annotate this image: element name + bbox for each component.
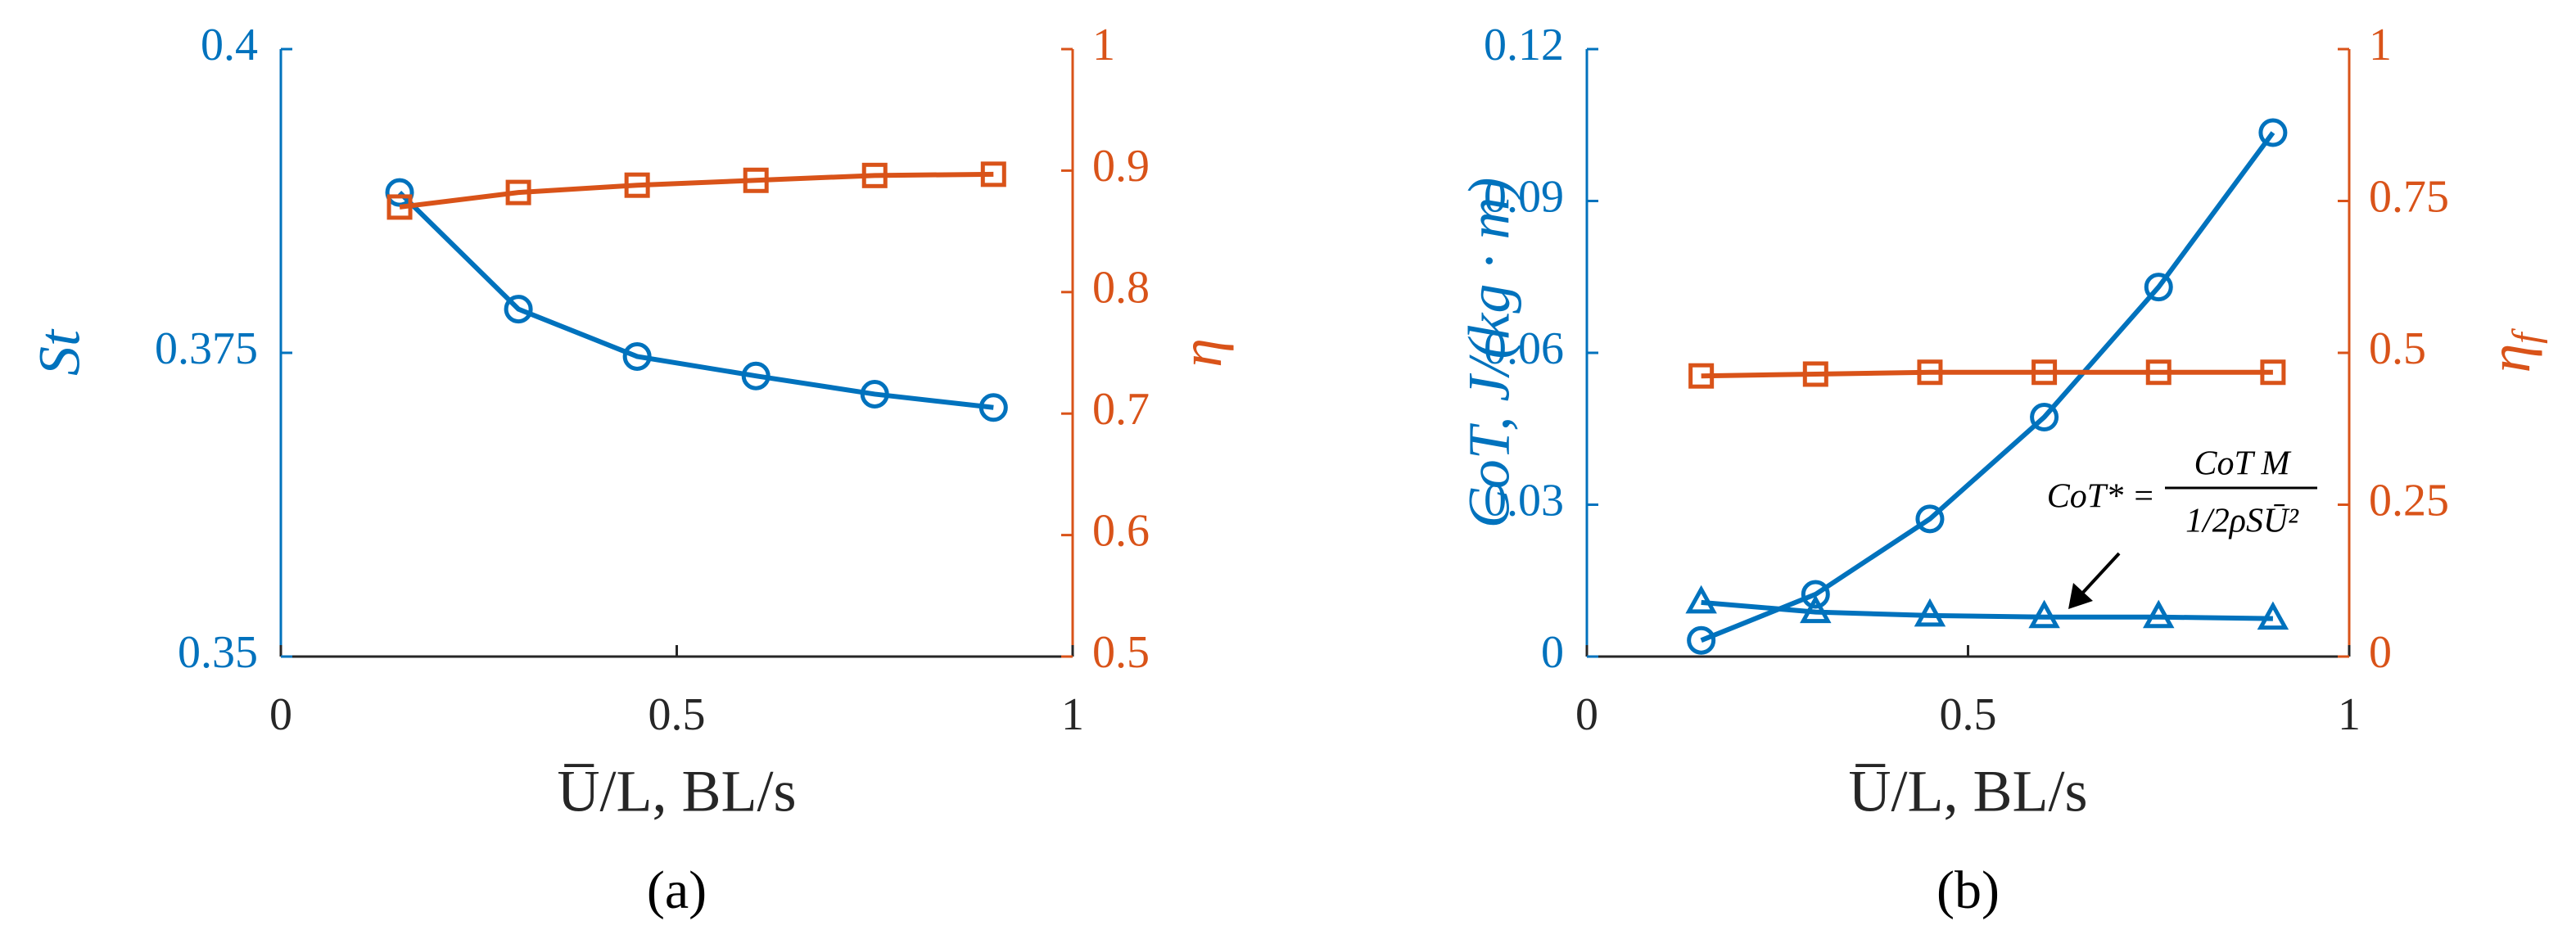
annotation-lhs: CoT* =	[2047, 478, 2155, 516]
marker-circle	[741, 361, 771, 390]
y2-axis-label-main: η	[2477, 344, 2542, 373]
marker-circle	[622, 341, 652, 371]
marker-circle	[2258, 118, 2288, 147]
marker-circle	[1687, 625, 1716, 655]
marker-triangle	[2028, 599, 2060, 629]
y2-axis-label: η	[1168, 338, 1234, 368]
marker-triangle	[2143, 599, 2175, 629]
marker-square	[386, 194, 413, 220]
annotation-arrow	[2078, 552, 2121, 598]
marker-square	[861, 162, 888, 188]
marker-circle	[860, 379, 889, 409]
marker-square	[505, 179, 531, 205]
marker-triangle	[1914, 598, 1946, 627]
y2-tick-label: 0.7	[1092, 384, 1150, 435]
y2-tick-label: 0.25	[2369, 475, 2449, 526]
caption: (a)	[647, 860, 707, 920]
marker-circle	[2030, 403, 2059, 432]
annotation-numerator: CoT M	[2194, 445, 2291, 483]
x-tick-label: 1	[1061, 689, 1084, 740]
x-tick-label: 0	[1575, 689, 1598, 740]
caption: (b)	[1937, 860, 2000, 920]
marker-square	[2145, 359, 2172, 386]
marker-triangle	[1800, 594, 1832, 624]
marker-square	[2031, 359, 2058, 386]
marker-square	[980, 161, 1006, 187]
y2-tick-label: 0.9	[1092, 141, 1150, 192]
y2-tick-label: 0.5	[2369, 323, 2426, 374]
marker-triangle	[1685, 585, 1717, 614]
x-axis-label: U̅/L, BL/s	[557, 759, 796, 824]
marker-square	[743, 167, 769, 193]
marker-circle	[1801, 580, 1830, 609]
y-tick-label: 0.03	[1484, 475, 1564, 526]
annotation-arrowhead	[2068, 583, 2093, 609]
y-tick-label: 0.12	[1484, 20, 1564, 70]
marker-square	[1688, 363, 1715, 389]
marker-circle	[504, 295, 533, 324]
y2-tick-label: 0.6	[1092, 505, 1150, 556]
marker-square	[624, 172, 650, 198]
y2-tick-label: 0	[2369, 627, 2392, 678]
y2-tick-label: 0.75	[2369, 171, 2449, 222]
x-tick-label: 0.5	[649, 689, 706, 740]
x-tick-label: 0	[269, 689, 292, 740]
y2-axis-label-main: η	[1168, 338, 1234, 368]
series-line	[399, 171, 994, 210]
y-tick-label: 0.06	[1484, 323, 1564, 374]
marker-square	[1917, 359, 1943, 386]
y-tick-label: 0.375	[155, 323, 258, 374]
y2-tick-label: 1	[2369, 20, 2392, 70]
series-line	[1701, 599, 2273, 621]
y-tick-label: 0	[1541, 627, 1564, 678]
series-line	[397, 190, 994, 410]
x-axis-label: U̅/L, BL/s	[1848, 759, 2087, 824]
x-tick-label: 0.5	[1940, 689, 1997, 740]
series-line	[1700, 131, 2275, 643]
x-tick-label: 1	[2338, 689, 2361, 740]
y-tick-label: 0.35	[178, 627, 258, 678]
marker-circle	[2144, 273, 2173, 302]
y2-tick-label: 1	[1092, 20, 1115, 70]
marker-square	[1802, 361, 1828, 387]
y-axis-label: St	[27, 328, 93, 376]
y-tick-label: 0.09	[1484, 171, 1564, 222]
y2-axis-label-sub: f	[2505, 328, 2548, 344]
annotation-denominator: 1/2ρSŪ²	[2185, 503, 2299, 540]
series-line	[1701, 369, 2273, 379]
y2-tick-label: 0.8	[1092, 263, 1150, 314]
y-axis-label: CoT, J/(kg · m)	[1457, 178, 1522, 529]
marker-circle	[1915, 504, 1945, 534]
y-tick-label: 0.4	[201, 20, 258, 70]
y2-tick-label: 0.5	[1092, 627, 1150, 678]
y2-axis-label: ηf	[2477, 328, 2549, 373]
marker-circle	[978, 393, 1008, 422]
marker-triangle	[2257, 601, 2289, 630]
marker-square	[2260, 359, 2286, 386]
